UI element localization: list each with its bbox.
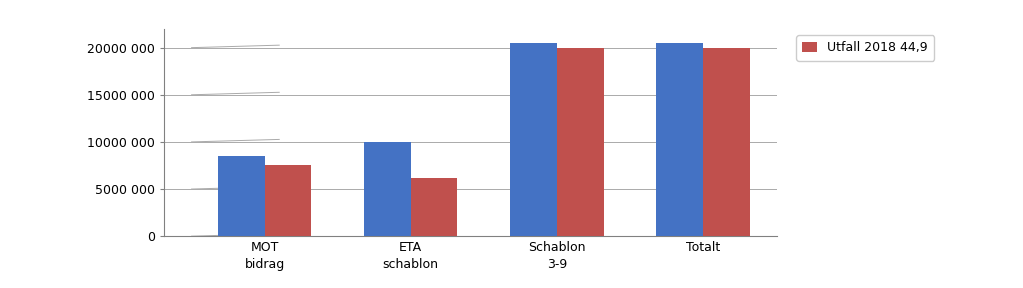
Bar <box>265 166 311 236</box>
Bar <box>557 48 604 236</box>
Bar <box>656 43 703 236</box>
Bar <box>410 178 457 236</box>
Bar <box>703 48 750 236</box>
Bar <box>364 142 410 236</box>
Legend: Utfall 2018 44,9: Utfall 2018 44,9 <box>796 35 934 60</box>
Bar <box>218 156 265 236</box>
Bar <box>510 43 557 236</box>
